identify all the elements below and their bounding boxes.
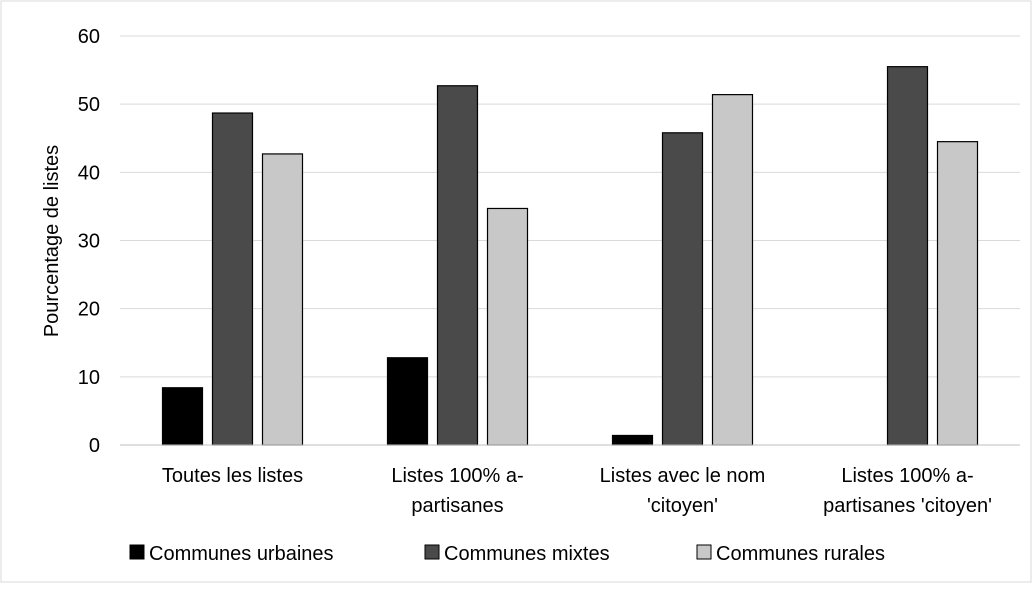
bar-communes-urbaines <box>386 357 429 446</box>
bar-communes-rurales <box>486 207 529 446</box>
bar-communes-mixtes <box>886 66 929 446</box>
x-tick-label: 'citoyen' <box>647 495 718 517</box>
x-tick-label: Toutes les listes <box>162 465 303 487</box>
legend-label: Communes rurales <box>716 543 885 565</box>
legend-label: Communes mixtes <box>444 543 610 565</box>
bar-communes-urbaines <box>611 434 654 446</box>
x-tick-label: Listes avec le nom <box>600 465 766 487</box>
legend: Communes urbaines Communes mixtes Communes… <box>129 543 885 565</box>
bar-communes-mixtes <box>436 85 479 446</box>
y-tick-label: 40 <box>78 162 100 184</box>
legend-label: Communes urbaines <box>149 543 334 565</box>
legend-swatch <box>696 544 712 560</box>
legend-swatch <box>129 544 145 560</box>
y-tick-label: 60 <box>78 26 100 48</box>
x-tick-label: Listes 100% a- <box>841 465 973 487</box>
x-tick-label: Listes 100% a- <box>391 465 523 487</box>
x-tick-label: partisanes 'citoyen' <box>823 495 992 517</box>
legend-swatch <box>424 544 440 560</box>
x-tick-label: partisanes <box>411 495 503 517</box>
bar-communes-rurales <box>711 94 754 446</box>
bars <box>161 66 979 446</box>
bar-communes-rurales <box>261 153 304 446</box>
y-tick-label: 50 <box>78 94 100 116</box>
bar-communes-mixtes <box>661 132 704 446</box>
bar-communes-mixtes <box>211 112 254 446</box>
bar-communes-rurales <box>936 141 979 446</box>
y-tick-label: 0 <box>89 435 100 457</box>
y-tick-label: 30 <box>78 231 100 253</box>
y-tick-label: 10 <box>78 367 100 389</box>
bar-communes-urbaines <box>161 387 204 446</box>
y-tick-label: 20 <box>78 299 100 321</box>
x-axis-tick-labels: Toutes les listes Listes 100% a-partisane… <box>162 465 992 517</box>
y-axis-label: Pourcentage de listes <box>41 145 63 337</box>
y-axis-tick-labels: 0 10 20 30 40 50 60 <box>78 26 100 457</box>
